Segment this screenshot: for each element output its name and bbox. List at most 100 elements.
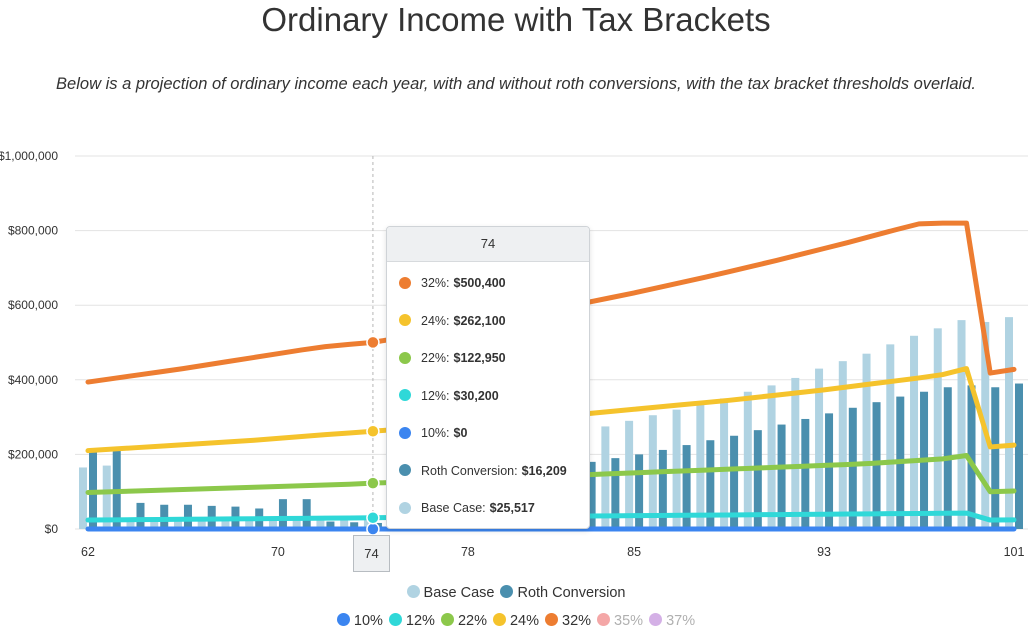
hover-marker xyxy=(366,510,380,525)
hover-marker xyxy=(366,424,380,438)
roth-conversion-bar[interactable] xyxy=(706,440,715,529)
base-case-bar[interactable] xyxy=(720,398,729,529)
legend-item-32pct[interactable]: 32% xyxy=(545,613,591,629)
base-case-bar[interactable] xyxy=(791,377,800,529)
roth-conversion-bar[interactable] xyxy=(848,407,857,529)
roth-conversion-bar[interactable] xyxy=(825,413,834,529)
base-case-bar[interactable] xyxy=(886,344,895,529)
hover-marker xyxy=(366,522,380,536)
series-dot-icon xyxy=(399,276,411,289)
legend-item-22pct[interactable]: 22% xyxy=(440,613,487,629)
legend-dot-icon xyxy=(597,613,611,627)
legend-item-37pct[interactable]: 37% xyxy=(649,613,695,629)
chart-subtitle: Below is a projection of ordinary income… xyxy=(56,75,976,93)
legend-label: 32% xyxy=(562,613,592,629)
legend-item-12pct[interactable]: 12% xyxy=(388,613,435,629)
roth-conversion-bar[interactable] xyxy=(326,521,335,529)
roth-conversion-bar[interactable] xyxy=(682,445,691,529)
y-axis-labels: $1,000,000 $800,000 $600,000 $400,000 $200,0… xyxy=(0,149,58,536)
x-tick-label: 93 xyxy=(817,545,831,559)
legend-label: 37% xyxy=(666,613,696,629)
legend-dot-icon xyxy=(336,613,350,627)
base-case-bar[interactable] xyxy=(363,519,372,529)
roth-conversion-bar[interactable] xyxy=(801,418,810,529)
series-dot-icon xyxy=(399,314,411,327)
roth-conversion-bar[interactable] xyxy=(872,402,881,529)
roth-conversion-bar[interactable] xyxy=(1015,383,1023,529)
base-case-bar[interactable] xyxy=(838,361,847,529)
base-case-bar[interactable] xyxy=(126,519,135,529)
base-case-bar[interactable] xyxy=(910,335,919,529)
roth-conversion-bar[interactable] xyxy=(302,499,311,529)
base-case-bar[interactable] xyxy=(696,404,705,529)
legend-dot-icon xyxy=(500,585,514,599)
tooltip-label: Base Case: xyxy=(421,501,486,515)
tooltip-row: 10%: $0 xyxy=(399,423,467,443)
base-case-bar[interactable] xyxy=(221,519,230,529)
base-case-bar[interactable] xyxy=(815,368,824,529)
roth-conversion-bar[interactable] xyxy=(112,446,121,529)
y-tick-label: $1,000,000 xyxy=(0,149,58,163)
roth-conversion-bar[interactable] xyxy=(611,458,620,529)
base-case-bar[interactable] xyxy=(102,465,111,529)
roth-conversion-bar[interactable] xyxy=(991,387,1000,529)
tooltip-row: 32%: $500,400 xyxy=(399,273,506,293)
base-case-bar[interactable] xyxy=(173,519,182,529)
base-case-bar[interactable] xyxy=(150,519,159,529)
roth-conversion-bar[interactable] xyxy=(350,522,359,529)
roth-conversion-bar[interactable] xyxy=(967,385,976,529)
legend-bars: Base Case Roth Conversion xyxy=(0,585,1032,601)
roth-conversion-bar[interactable] xyxy=(777,424,786,529)
roth-conversion-bar[interactable] xyxy=(635,454,644,529)
x-tick-label: 62 xyxy=(81,545,95,559)
legend-label: Base Case xyxy=(423,585,495,601)
x-tick-label: 85 xyxy=(627,545,641,559)
roth-conversion-bar[interactable] xyxy=(753,430,762,529)
base-case-bar[interactable] xyxy=(245,519,254,529)
base-case-bar[interactable] xyxy=(957,320,966,529)
tooltip-row: Roth Conversion: $16,209 xyxy=(399,461,567,481)
series-dot-icon xyxy=(399,351,411,364)
legend-item-35pct[interactable]: 35% xyxy=(597,613,643,629)
base-case-bar[interactable] xyxy=(743,391,752,529)
tooltip-label: 22%: xyxy=(421,351,450,365)
x-tick-label: 78 xyxy=(461,545,475,559)
base-case-bar[interactable] xyxy=(197,519,206,529)
legend-item-base-case[interactable]: Base Case xyxy=(406,585,495,601)
base-case-bar[interactable] xyxy=(933,328,942,529)
roth-conversion-bar[interactable] xyxy=(160,504,169,529)
base-case-bar[interactable] xyxy=(292,519,301,529)
legend-item-roth-conversion[interactable]: Roth Conversion xyxy=(500,585,625,601)
roth-conversion-bar[interactable] xyxy=(587,461,596,529)
base-case-bar[interactable] xyxy=(601,426,610,529)
tooltip-row: 22%: $122,950 xyxy=(399,348,506,368)
legend-label: 22% xyxy=(457,613,487,629)
y-tick-label: $0 xyxy=(45,522,59,536)
roth-conversion-bar[interactable] xyxy=(658,449,667,529)
series-dot-icon xyxy=(399,464,411,477)
base-case-bar[interactable] xyxy=(340,519,349,529)
base-case-bar[interactable] xyxy=(79,467,87,529)
series-dot-icon xyxy=(399,501,411,514)
base-case-bar[interactable] xyxy=(862,353,871,529)
base-case-bar[interactable] xyxy=(767,385,776,529)
legend-item-10pct[interactable]: 10% xyxy=(336,613,383,629)
base-case-bar[interactable] xyxy=(268,519,277,529)
tooltip-header: 74 xyxy=(387,227,589,262)
roth-conversion-bar[interactable] xyxy=(136,502,145,529)
legend-item-24pct[interactable]: 24% xyxy=(492,613,539,629)
legend-dot-icon xyxy=(406,585,420,599)
hover-marker xyxy=(366,476,380,490)
base-case-bar[interactable] xyxy=(1005,317,1013,529)
tooltip-row: 24%: $262,100 xyxy=(399,311,506,331)
legend-label: 35% xyxy=(614,613,644,629)
x-tick-label: 70 xyxy=(271,545,285,559)
roth-conversion-bar[interactable] xyxy=(730,435,739,529)
legend-label: Roth Conversion xyxy=(517,585,626,601)
roth-conversion-bar[interactable] xyxy=(278,499,287,529)
base-case-bar[interactable] xyxy=(316,519,325,529)
series-dot-icon xyxy=(399,426,411,439)
tooltip-row: Base Case: $25,517 xyxy=(399,498,535,518)
tooltip-label: Roth Conversion: xyxy=(421,463,518,478)
